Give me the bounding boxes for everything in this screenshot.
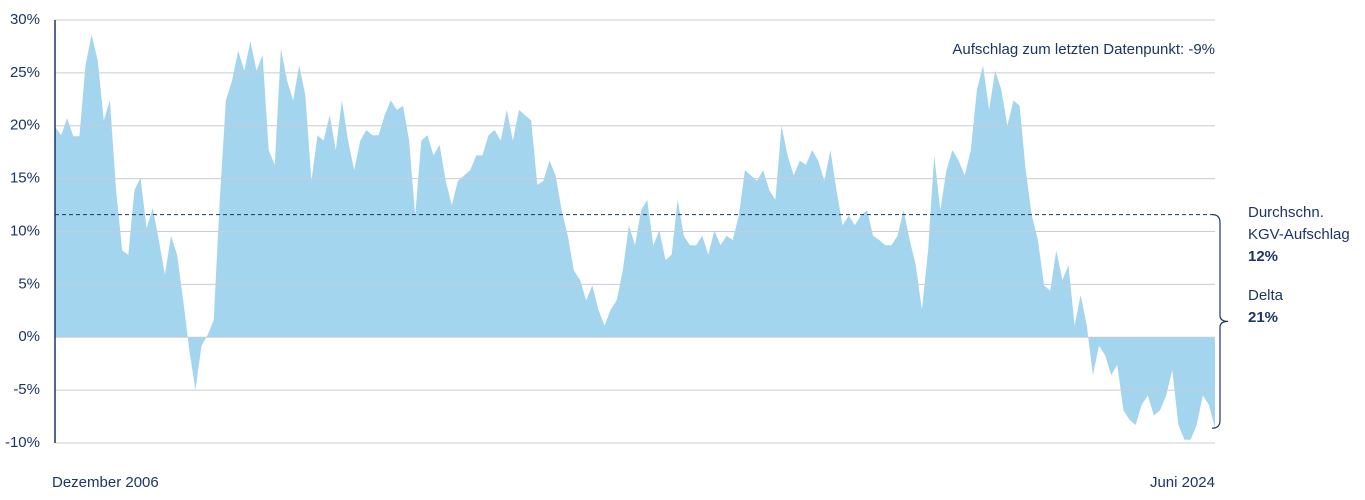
x-tick-label: Juni 2024 [1150, 474, 1215, 491]
y-tick-label: 30% [10, 11, 40, 28]
x-tick-label: Dezember 2006 [52, 474, 159, 491]
y-tick-label: 25% [10, 64, 40, 81]
delta-label: Delta [1248, 287, 1284, 304]
average-label: KGV-Aufschlag [1248, 226, 1350, 243]
y-tick-label: 0% [18, 328, 40, 345]
delta-value-label: 21% [1248, 309, 1278, 326]
area [55, 34, 1215, 440]
annotation: Aufschlag zum letzten Datenpunkt: -9% [952, 41, 1215, 58]
average-label: Durchschn. [1248, 204, 1324, 221]
y-tick-label: 15% [10, 170, 40, 187]
delta-bracket [1211, 213, 1229, 429]
y-tick-label: 20% [10, 117, 40, 134]
y-tick-label: -5% [13, 381, 40, 398]
y-tick-label: -10% [5, 434, 40, 451]
y-tick-label: 5% [18, 275, 40, 292]
average-value-label: 12% [1248, 248, 1278, 265]
y-tick-label: 10% [10, 222, 40, 239]
